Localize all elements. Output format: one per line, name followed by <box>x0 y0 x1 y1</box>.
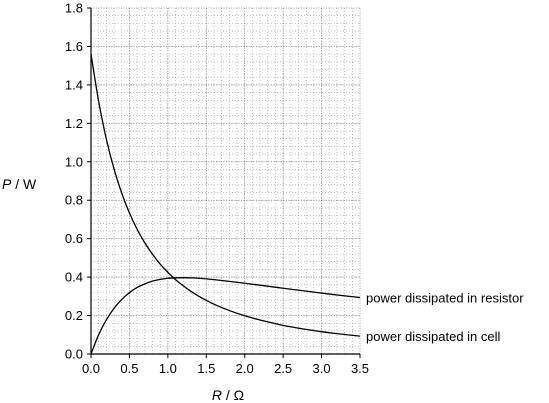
x-tick-label: 2.0 <box>236 361 254 376</box>
y-tick-label: 0.6 <box>65 231 83 246</box>
grid-major <box>91 7 361 354</box>
y-tick-label: 1.8 <box>65 1 83 16</box>
axes <box>87 7 361 358</box>
x-tick-labels: 0.0 0.5 1.0 1.5 2.0 2.5 3.0 3.5 <box>82 361 369 376</box>
x-tick-label: 0.0 <box>82 361 100 376</box>
x-axis-label: R / Ω <box>212 387 244 403</box>
series-line-resistor <box>90 277 361 355</box>
x-tick-label: 0.5 <box>120 361 138 376</box>
y-tick-label: 1.6 <box>65 39 83 54</box>
x-tick-label: 1.0 <box>159 361 177 376</box>
y-tick-label: 0.4 <box>65 270 83 285</box>
y-tick-label: 1.0 <box>65 154 83 169</box>
series-label-cell: power dissipated in cell <box>366 329 501 344</box>
y-tick-label: 0.8 <box>65 193 83 208</box>
x-tick-label: 3.0 <box>313 361 331 376</box>
x-tick-label: 3.5 <box>351 361 369 376</box>
x-tick-label: 1.5 <box>197 361 215 376</box>
y-tick-label: 1.4 <box>65 77 83 92</box>
y-tick-label: 0.2 <box>65 308 83 323</box>
y-tick-label: 1.2 <box>65 116 83 131</box>
series-lines <box>90 54 361 355</box>
x-tick-label: 2.5 <box>274 361 292 376</box>
series-labels: power dissipated in resistor power dissip… <box>366 290 524 344</box>
series-line-cell <box>90 54 361 337</box>
grid-minor <box>91 8 360 354</box>
y-tick-labels: 0.0 0.2 0.4 0.6 0.8 1.0 1.2 1.4 1.6 1.8 <box>65 1 83 362</box>
y-tick-label: 0.0 <box>65 347 83 362</box>
series-label-resistor: power dissipated in resistor <box>366 290 524 305</box>
y-axis-label: P / W <box>2 176 37 192</box>
